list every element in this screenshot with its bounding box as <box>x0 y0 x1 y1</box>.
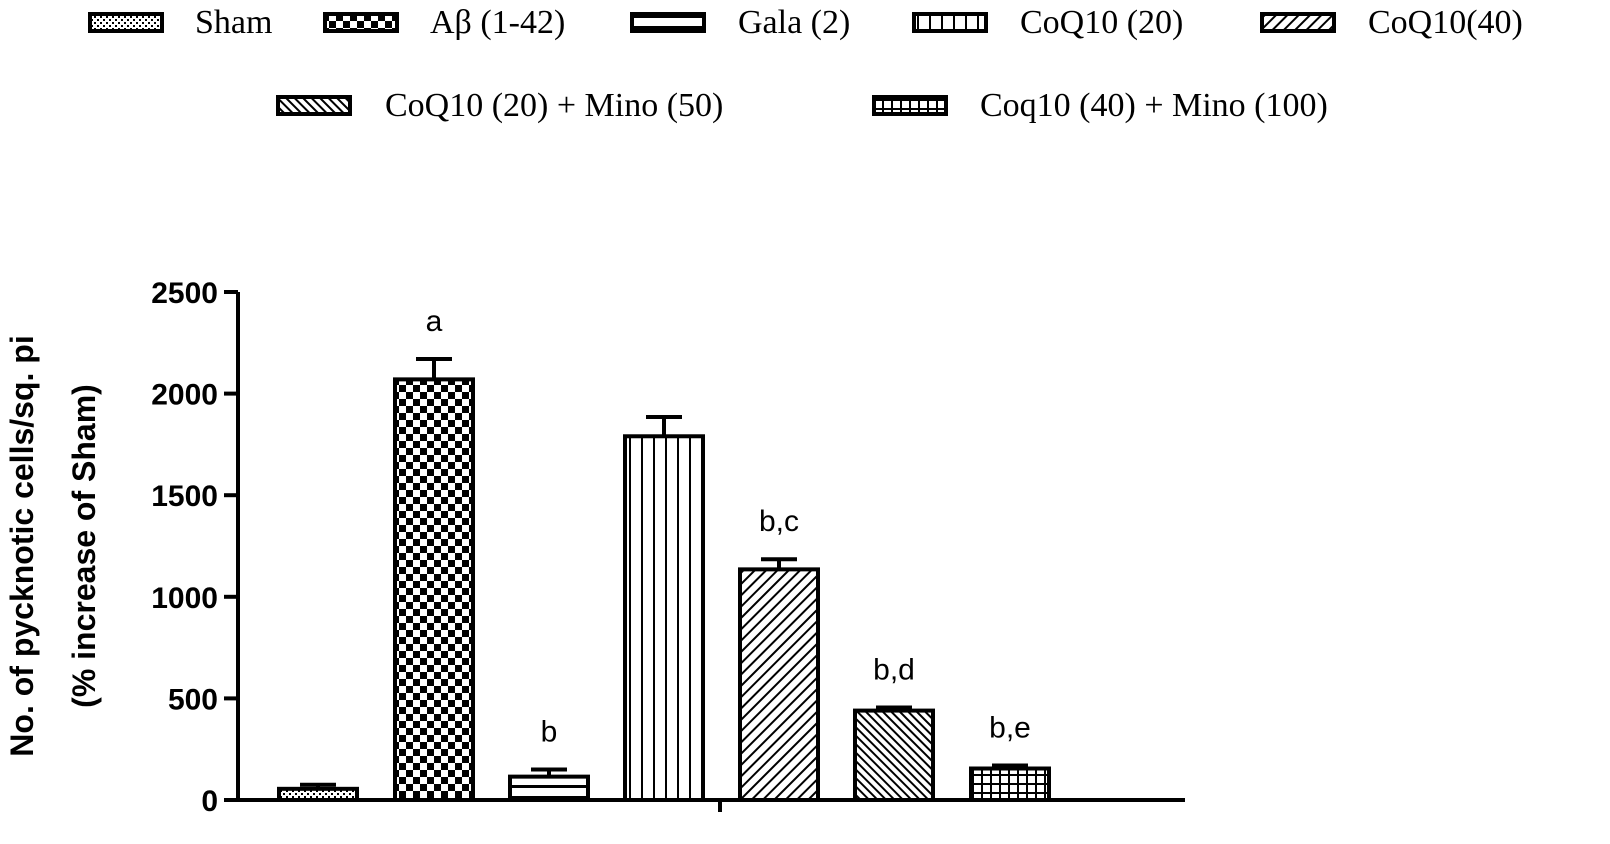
legend-swatch-7 <box>872 95 948 116</box>
legend-swatch-4 <box>912 12 988 33</box>
annotations: a b b,c b,d b,e <box>426 305 1031 748</box>
annotation-3: b <box>541 716 558 749</box>
y-axis-label: No. of pycknotic cells/sq. pi (% increase… <box>4 335 102 756</box>
legend-swatch-3 <box>630 12 706 33</box>
annotation-6: b,d <box>873 654 915 687</box>
y-tick-label-3: 1500 <box>151 480 218 513</box>
y-tick-label-1: 500 <box>168 683 218 716</box>
legend-label-3: Gala (2) <box>738 4 850 41</box>
annotation-7: b,e <box>989 711 1031 744</box>
y-tick-label-0: 0 <box>201 785 218 818</box>
legend-label-1: Sham <box>195 4 272 41</box>
y-tick-label-2: 1000 <box>151 582 218 615</box>
y-axis-label-line-2: (% increase of Sham) <box>66 384 102 708</box>
bars <box>277 357 1051 803</box>
annotation-5: b,c <box>759 505 799 538</box>
y-axis-label-line-1: No. of pycknotic cells/sq. pi <box>4 335 40 756</box>
bar-4 <box>623 434 705 802</box>
legend-label-2: Aβ (1-42) <box>430 4 565 41</box>
legend-label-6: CoQ10 (20) + Mino (50) <box>385 87 723 124</box>
bar-3 <box>508 774 590 803</box>
bar-2 <box>393 377 475 802</box>
annotation-2: a <box>426 305 443 338</box>
legend: Sham Aβ (1-42) Gala (2) CoQ10 (20) CoQ10(40)… <box>88 4 1523 124</box>
bar-1 <box>277 786 359 802</box>
bar-7 <box>969 766 1051 803</box>
y-tick-label-5: 2500 <box>151 277 218 310</box>
legend-label-4: CoQ10 (20) <box>1020 4 1183 41</box>
y-tick-label-4: 2000 <box>151 379 218 412</box>
legend-swatch-5 <box>1260 12 1336 33</box>
legend-swatch-1 <box>88 12 164 33</box>
bar-5 <box>738 567 820 802</box>
bar-6 <box>853 708 935 802</box>
legend-swatch-2 <box>323 12 399 33</box>
legend-label-5: CoQ10(40) <box>1368 4 1523 41</box>
legend-swatch-6 <box>276 95 352 116</box>
legend-label-7: Coq10 (40) + Mino (100) <box>980 87 1328 124</box>
